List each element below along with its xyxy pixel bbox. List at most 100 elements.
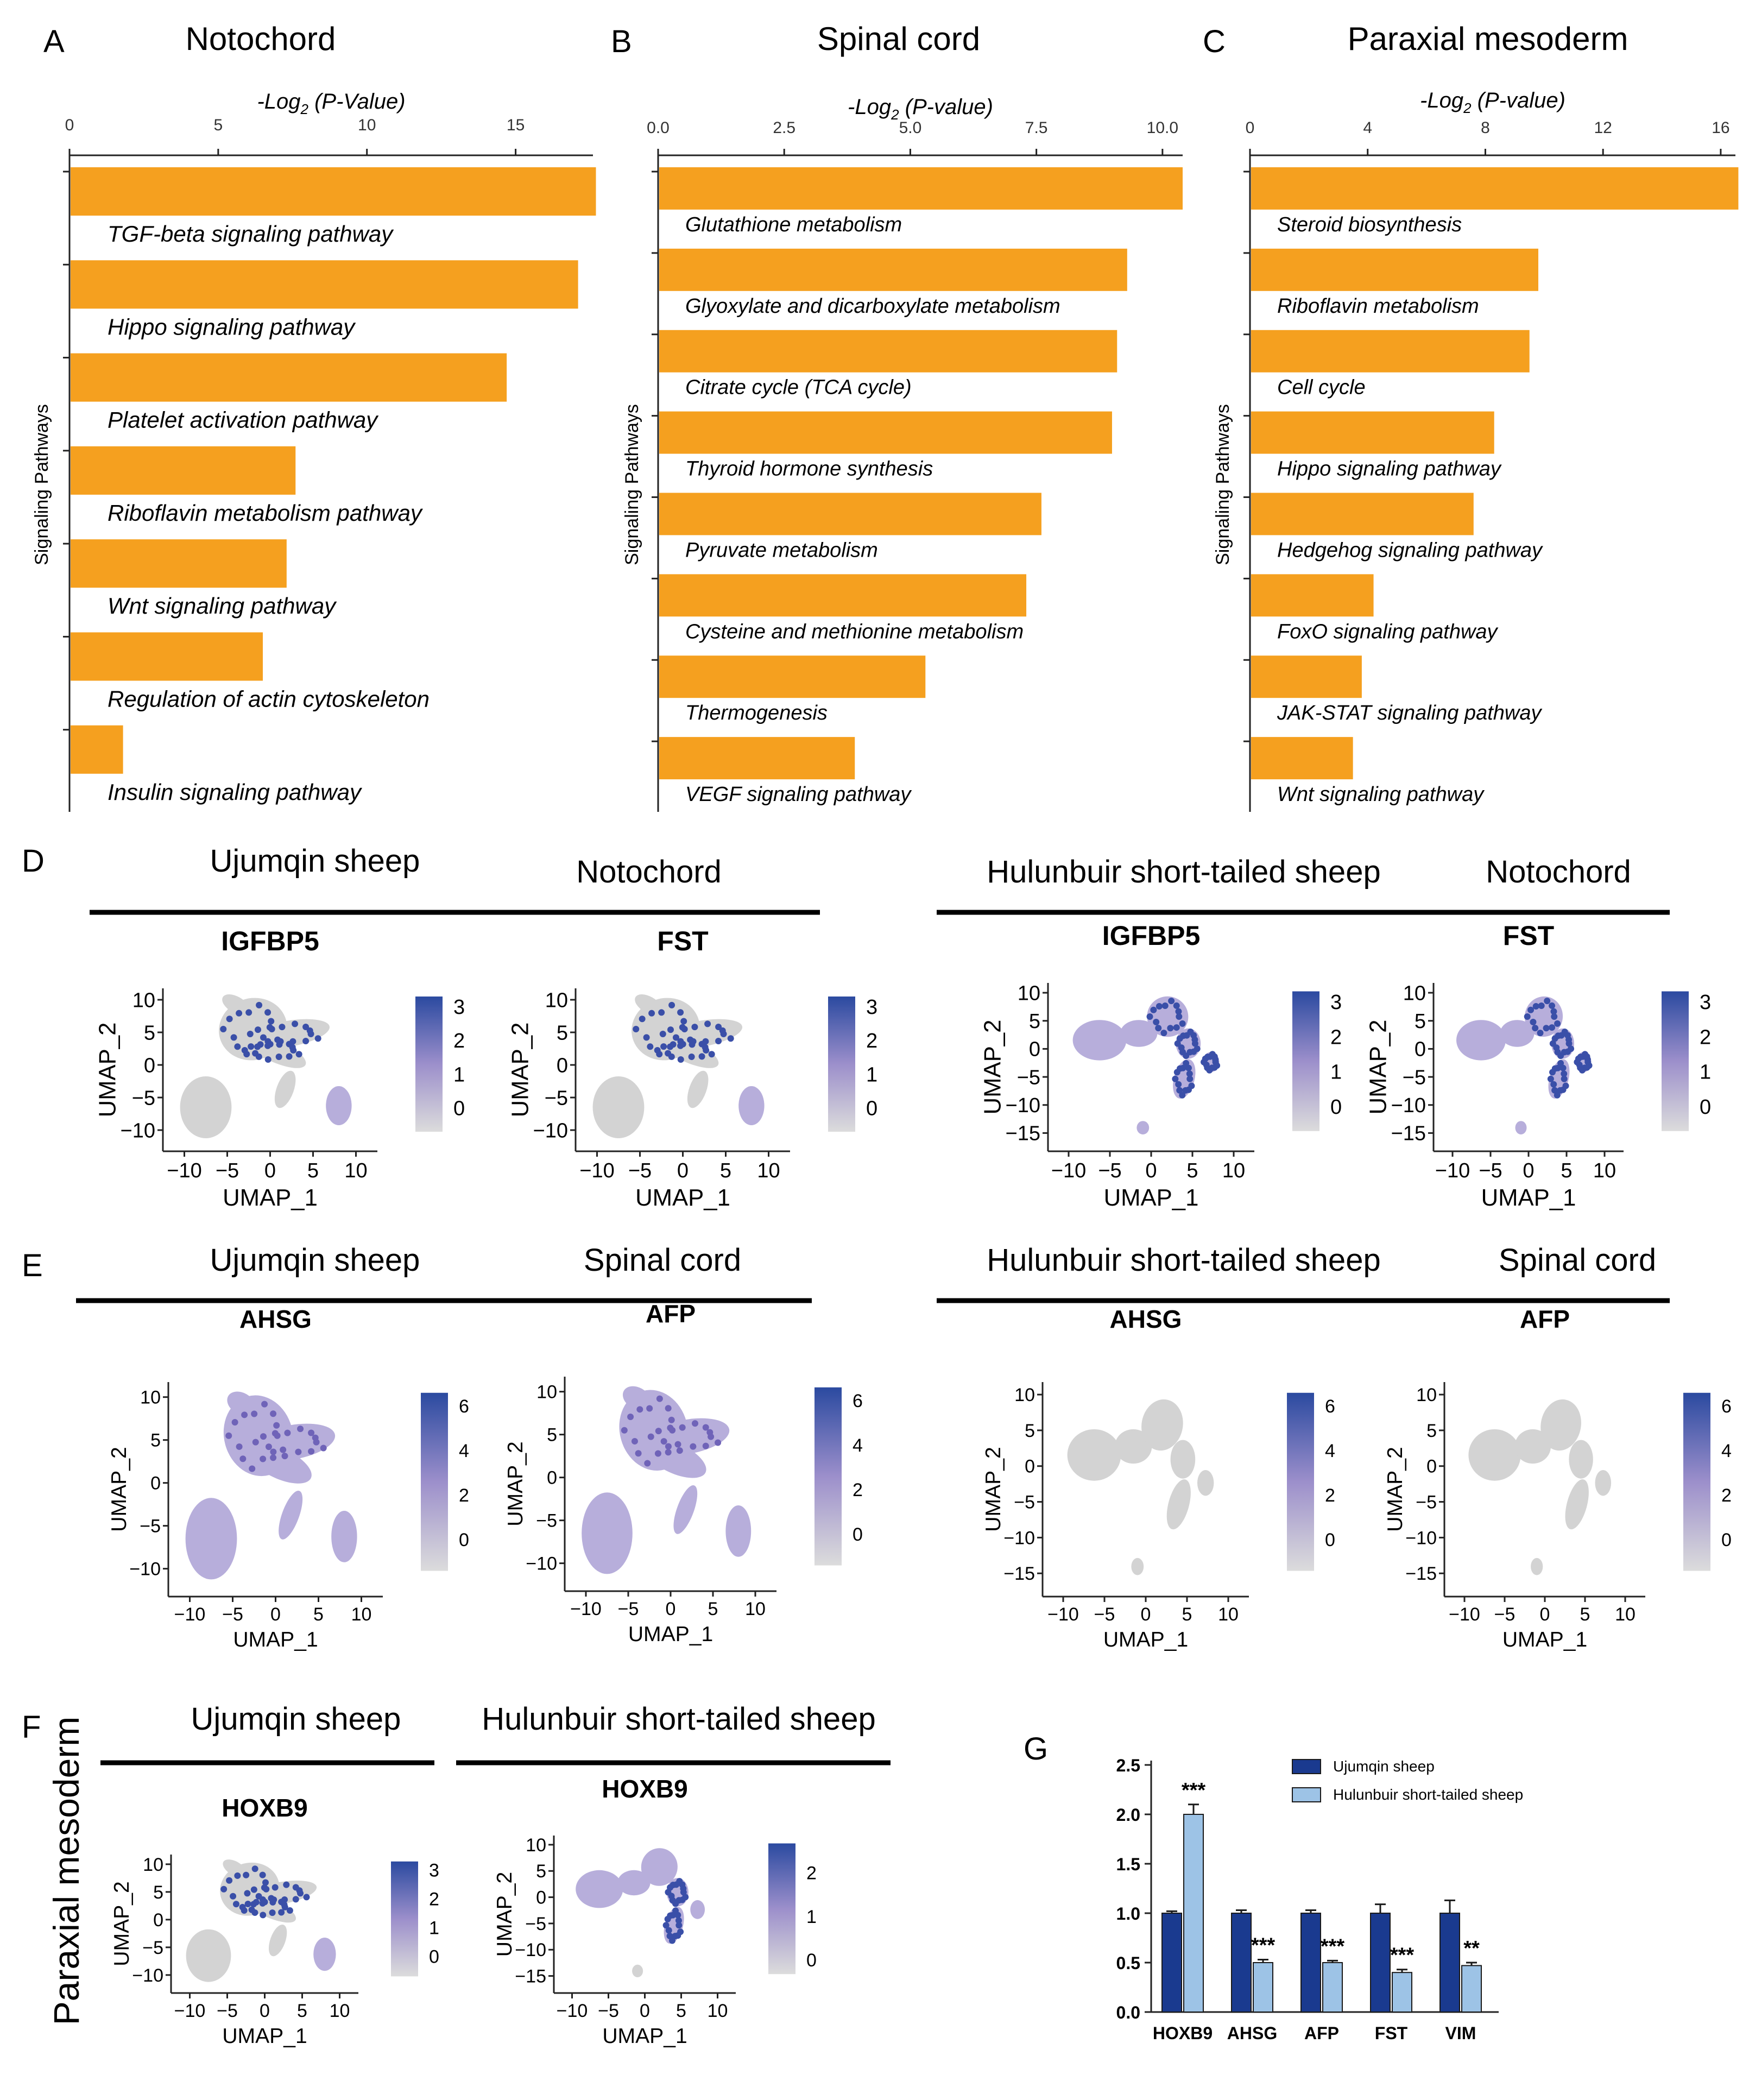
- x-category-label: FST: [1375, 2023, 1408, 2043]
- y-tick-label: 1.0: [1116, 1904, 1140, 1924]
- color-scale-tick: 6: [853, 1391, 863, 1411]
- expressing-cell: [677, 1056, 684, 1063]
- bar-category-label: Thyroid hormone synthesis: [685, 458, 933, 481]
- expressing-cell: [1544, 998, 1551, 1005]
- x-category-label: AFP: [1304, 2023, 1339, 2043]
- expressing-cell: [1549, 1040, 1556, 1047]
- x-category-label: VIM: [1445, 2023, 1476, 2043]
- panel-g: G 0.0 0.5 1.0 1.5 2.0 2.5 *** HOXB9 *** AHSG *** AF…: [1024, 1731, 1523, 2043]
- x-tick-label: −5: [628, 1159, 652, 1182]
- bar-hulunbuir: [1183, 1814, 1204, 2013]
- expressing-cell: [295, 1448, 302, 1455]
- expressing-cell: [302, 1024, 310, 1031]
- panel-c-chart: -Log2 (P-value) 0 4 8 12 16 Signaling Pathways…: [1213, 89, 1739, 812]
- panel-e-letter: E: [22, 1248, 43, 1283]
- expressing-cell: [1168, 998, 1175, 1005]
- legend-swatch: [1292, 1787, 1321, 1802]
- x-tick-label: −10: [1047, 1604, 1079, 1625]
- x-tick-label: −5: [618, 1599, 639, 1619]
- expressing-cell: [656, 1395, 663, 1402]
- color-scale-tick: 3: [1330, 991, 1342, 1014]
- color-scale-tick: 2: [1330, 1026, 1342, 1049]
- expressing-cell: [277, 1038, 284, 1045]
- x-tick-label: 0: [1540, 1604, 1550, 1625]
- x-tick-label: 0.0: [647, 119, 670, 137]
- x-tick-label: −10: [1449, 1604, 1480, 1625]
- x-axis-label: UMAP_1: [223, 1184, 318, 1211]
- bar: [71, 725, 123, 774]
- cell-cluster: [1131, 1557, 1144, 1575]
- expressing-cell: [270, 1896, 277, 1903]
- expressing-cell: [244, 1890, 251, 1897]
- expressing-cell: [248, 1906, 255, 1913]
- expressing-cell: [680, 1018, 687, 1025]
- y-tick-label: −10: [1391, 1094, 1426, 1117]
- expressing-cell: [1557, 1087, 1564, 1094]
- y-axis-label: Signaling Pathways: [622, 404, 642, 565]
- expressing-cell: [654, 1047, 661, 1054]
- y-tick-label: −10: [533, 1119, 568, 1142]
- y-tick-label: 10: [536, 1382, 557, 1403]
- expressing-cell: [283, 1881, 290, 1888]
- expressing-cell: [1146, 1013, 1153, 1020]
- expressing-cell: [621, 1427, 628, 1434]
- y-axis-label: UMAP_2: [980, 1020, 1006, 1115]
- color-scale-tick: 2: [853, 1480, 863, 1500]
- umap-plot: AFP −10 −5 0 5 10 10 5 0 −5 −10 −15 UMAP_1 UMAP_2 6 4 2 0: [1384, 1305, 1732, 1651]
- x-tick-label: −5: [222, 1604, 243, 1625]
- expressing-cell: [680, 1885, 687, 1892]
- cell-cluster: [1595, 1470, 1612, 1496]
- panel-c: C Paraxial mesoderm -Log2 (P-value) 0 4 8 12…: [1203, 21, 1739, 812]
- color-scale-tick: 2: [453, 1030, 465, 1052]
- expressing-cell: [244, 1901, 251, 1908]
- cell-cluster: [582, 1492, 633, 1574]
- y-tick-label: −10: [121, 1119, 155, 1142]
- x-tick-label: −10: [579, 1159, 614, 1182]
- y-tick-label: 5: [1029, 1010, 1040, 1033]
- expressing-cell: [691, 1024, 698, 1031]
- panel-b-letter: B: [611, 24, 632, 59]
- x-axis-label-prefix: -Log: [848, 95, 891, 119]
- color-scale-tick: 6: [1721, 1396, 1732, 1417]
- y-tick-label: −10: [1006, 1094, 1040, 1117]
- y-tick-label: −10: [1405, 1528, 1437, 1548]
- cell-cluster: [1136, 1121, 1150, 1135]
- cell-cluster: [1072, 1020, 1127, 1061]
- cell-cluster: [223, 1859, 247, 1877]
- color-scale-tick: 0: [459, 1530, 469, 1550]
- expressing-cell: [679, 1024, 686, 1031]
- bar-category-label: Hedgehog signaling pathway: [1277, 539, 1543, 562]
- color-scale: [415, 997, 443, 1132]
- y-tick-label: 10: [1403, 982, 1426, 1005]
- expressing-cell: [270, 1410, 277, 1417]
- expressing-cell: [659, 1031, 666, 1037]
- cell-cluster: [1565, 1479, 1589, 1530]
- expressing-cell: [281, 1901, 288, 1908]
- x-axis-label-suffix: (P-value): [899, 95, 993, 119]
- expressing-cell: [674, 1441, 681, 1448]
- cell-cluster: [227, 1391, 256, 1416]
- expressing-cell: [1532, 1025, 1539, 1032]
- expressing-cell: [255, 1026, 262, 1033]
- cell-cluster: [643, 1438, 706, 1478]
- y-tick-label: 0: [153, 1910, 163, 1931]
- x-tick-label: 5: [720, 1159, 731, 1182]
- expressing-cell: [643, 1034, 650, 1041]
- color-scale: [1287, 1392, 1314, 1571]
- expressing-cell: [1174, 1040, 1181, 1047]
- expressing-cell: [252, 1899, 260, 1906]
- x-category-label: HOXB9: [1153, 2023, 1213, 2043]
- expressing-cell: [261, 1884, 268, 1891]
- panel-g-letter: G: [1024, 1731, 1048, 1767]
- y-axis-label: UMAP_2: [982, 1447, 1005, 1531]
- gene-title: IGFBP5: [221, 926, 319, 956]
- expressing-cell: [672, 1034, 679, 1041]
- x-tick-label: −10: [167, 1159, 201, 1182]
- x-tick-label: 10: [344, 1159, 367, 1182]
- bar-category-label: Wnt signaling pathway: [108, 593, 337, 619]
- x-tick-label: 10: [1593, 1159, 1616, 1182]
- x-tick-label: 5: [676, 2001, 686, 2021]
- expressing-cell: [220, 1026, 227, 1032]
